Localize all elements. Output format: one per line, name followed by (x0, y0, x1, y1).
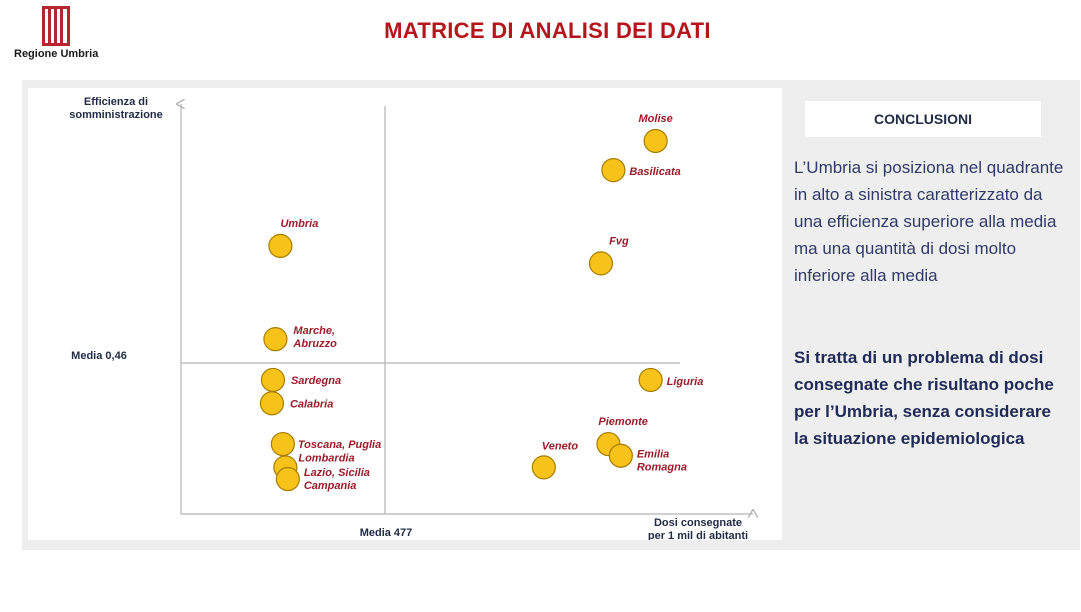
regione-umbria-logo: Regione Umbria (14, 6, 106, 62)
data-point (270, 431, 295, 457)
conclusions-paragraph-2: Si tratta di un problema di dosi consegn… (794, 348, 1054, 448)
data-point (263, 327, 288, 352)
data-point (608, 443, 633, 468)
data-point (638, 367, 663, 393)
conclusions-title: CONCLUSIONI (805, 101, 1041, 137)
data-point-label: Lombardia (298, 452, 354, 464)
data-point-label: Veneto (542, 440, 579, 452)
data-point-label: Basilicata (629, 166, 680, 178)
x-axis-label: Dosi consegnate per 1 mil di abitanti (648, 517, 748, 540)
regione-umbria-emblem-icon (42, 6, 70, 46)
data-point-label: Liguria (667, 376, 704, 388)
data-point (601, 158, 626, 183)
page-title: MATRICE DI ANALISI DEI DATI (384, 18, 711, 43)
data-point (588, 251, 614, 276)
x-mean-label: Media 477 (360, 527, 413, 539)
chart-panel: Efficienza di somministrazione Dosi conseg… (28, 88, 782, 542)
scatter-chart: Efficienza di somministrazione Dosi conseg… (69, 96, 782, 542)
data-point-label: Emilia Romagna (637, 449, 687, 474)
data-point (259, 391, 285, 416)
y-axis-label: Efficienza di somministrazione (69, 96, 163, 121)
data-point (268, 233, 293, 258)
data-point-label: Fvg (609, 235, 629, 247)
data-point-label: Calabria (290, 398, 333, 410)
data-point-label: Piemonte (598, 416, 648, 428)
data-point (531, 455, 556, 480)
data-point-label: Sardegna (291, 375, 341, 387)
y-mean-label: Media 0,46 (71, 350, 127, 362)
logo-text: Regione Umbria (14, 48, 99, 60)
data-point (275, 466, 300, 492)
data-point (643, 128, 668, 154)
conclusions-panel: CONCLUSIONI L’Umbria si posiziona nel qu… (782, 88, 1072, 540)
data-point-label: Umbria (280, 218, 318, 230)
data-point-label: Lazio, Sicilia Campania (304, 467, 370, 492)
data-point (260, 367, 286, 393)
conclusions-paragraph-1: L’Umbria si posiziona nel quadrante in a… (794, 158, 1064, 285)
data-point-label: Marche, Abruzzo (292, 325, 337, 350)
data-point-label: Toscana, Puglia (298, 439, 381, 451)
data-point-label: Molise (639, 113, 673, 125)
